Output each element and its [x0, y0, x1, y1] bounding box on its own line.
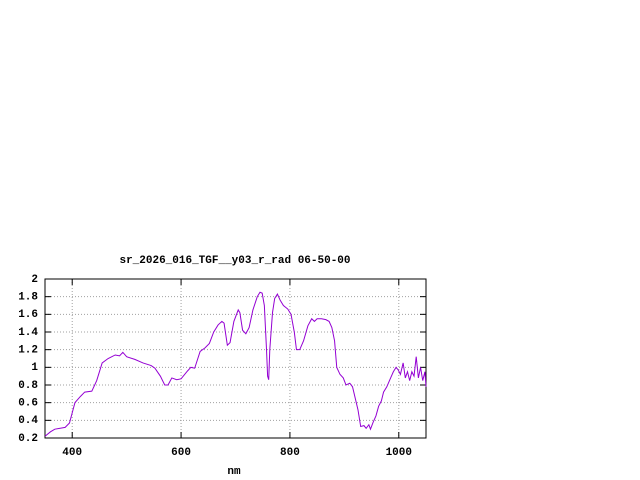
- y-tick-label: 2: [31, 274, 38, 286]
- y-tick-label: 1.8: [18, 292, 38, 304]
- chart-title: sr_2026_016_TGF__y03_r_rad 06-50-00: [119, 255, 350, 267]
- x-axis-label: nm: [227, 466, 241, 478]
- y-tick-label: 0.4: [18, 415, 38, 427]
- y-tick-label: 1.6: [18, 309, 38, 321]
- plot-border: [44, 278, 427, 439]
- y-tick-label: 0.6: [18, 398, 38, 410]
- data-line: [44, 291, 427, 437]
- x-tick-label: 600: [171, 447, 191, 459]
- y-tick-label: 0.2: [18, 433, 38, 445]
- y-tick-label: 1: [31, 362, 38, 374]
- x-tick-label: 800: [280, 447, 300, 459]
- y-tick-label: 1.2: [18, 345, 38, 357]
- y-tick-label: 0.8: [18, 380, 38, 392]
- y-tick-label: 1.4: [18, 327, 38, 339]
- x-tick-label: 400: [62, 447, 82, 459]
- x-tick-label: 1000: [386, 447, 412, 459]
